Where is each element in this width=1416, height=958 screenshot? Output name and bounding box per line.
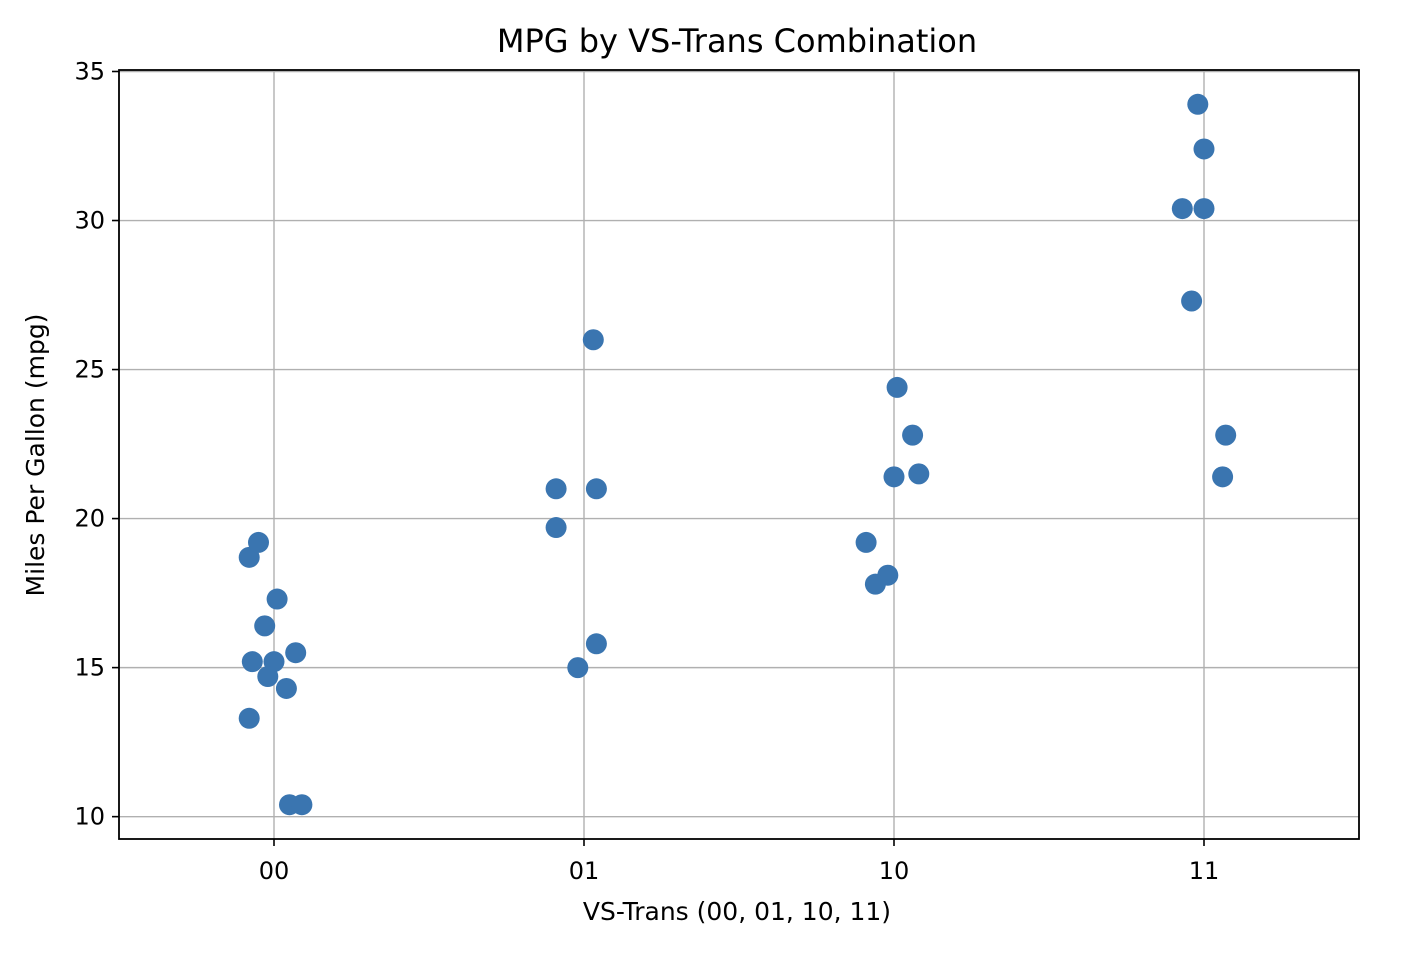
scatter-point xyxy=(883,466,905,488)
y-tick-label: 30 xyxy=(74,207,105,235)
scatter-point xyxy=(886,376,908,398)
scatter-point xyxy=(902,424,924,446)
scatter-point xyxy=(1181,290,1203,312)
grid-lines xyxy=(119,70,1359,839)
y-tick-label: 10 xyxy=(74,803,105,831)
scatter-point xyxy=(864,573,886,595)
scatter-point xyxy=(291,794,313,816)
scatter-point xyxy=(567,657,589,679)
scatter-point xyxy=(241,651,263,673)
x-tick-label: 00 xyxy=(259,857,290,885)
scatter-point xyxy=(855,531,877,553)
axis-ticks: 00 01 10 11 10 15 20 25 30 35 xyxy=(74,57,1219,885)
scatter-point xyxy=(1215,424,1237,446)
scatter-point xyxy=(1171,198,1193,220)
scatter-point xyxy=(908,463,930,485)
scatter-point xyxy=(1212,466,1234,488)
plot-area-frame xyxy=(118,69,1360,840)
scatter-point xyxy=(585,478,607,500)
scatter-point xyxy=(238,707,260,729)
x-tick-label: 10 xyxy=(879,857,910,885)
scatter-point xyxy=(248,531,269,553)
scatter-point xyxy=(582,329,604,351)
scatter-point xyxy=(285,642,307,664)
y-tick-label: 25 xyxy=(74,356,105,384)
scatter-point xyxy=(1187,93,1209,115)
scatter-point xyxy=(545,478,567,500)
scatter-point xyxy=(266,588,288,610)
scatter-point xyxy=(545,517,567,539)
x-tick-label: 11 xyxy=(1189,857,1220,885)
y-axis-label: Miles Per Gallon (mpg) xyxy=(21,314,50,597)
scatter-point xyxy=(257,666,279,688)
chart-title: MPG by VS-Trans Combination xyxy=(497,22,977,60)
scatter-point xyxy=(254,615,276,637)
scatter-point xyxy=(585,633,607,655)
scatter-point xyxy=(275,677,297,699)
scatter-point xyxy=(1193,138,1215,160)
y-tick-label: 35 xyxy=(74,57,105,85)
x-axis-label: VS-Trans (00, 01, 10, 11) xyxy=(583,897,891,926)
x-tick-label: 01 xyxy=(569,857,600,885)
y-tick-label: 20 xyxy=(74,505,105,533)
data-points xyxy=(238,93,1237,816)
scatter-point xyxy=(1193,198,1215,220)
y-tick-label: 15 xyxy=(74,654,105,682)
